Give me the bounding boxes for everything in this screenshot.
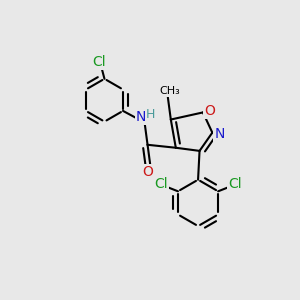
Text: O: O xyxy=(142,165,153,179)
Text: O: O xyxy=(204,104,215,118)
Text: N: N xyxy=(214,127,225,141)
Text: N: N xyxy=(136,110,146,124)
Text: H: H xyxy=(146,108,155,121)
Text: Cl: Cl xyxy=(229,177,242,191)
Text: Cl: Cl xyxy=(154,177,168,191)
Text: CH₃: CH₃ xyxy=(159,86,180,96)
Text: Cl: Cl xyxy=(92,55,106,69)
